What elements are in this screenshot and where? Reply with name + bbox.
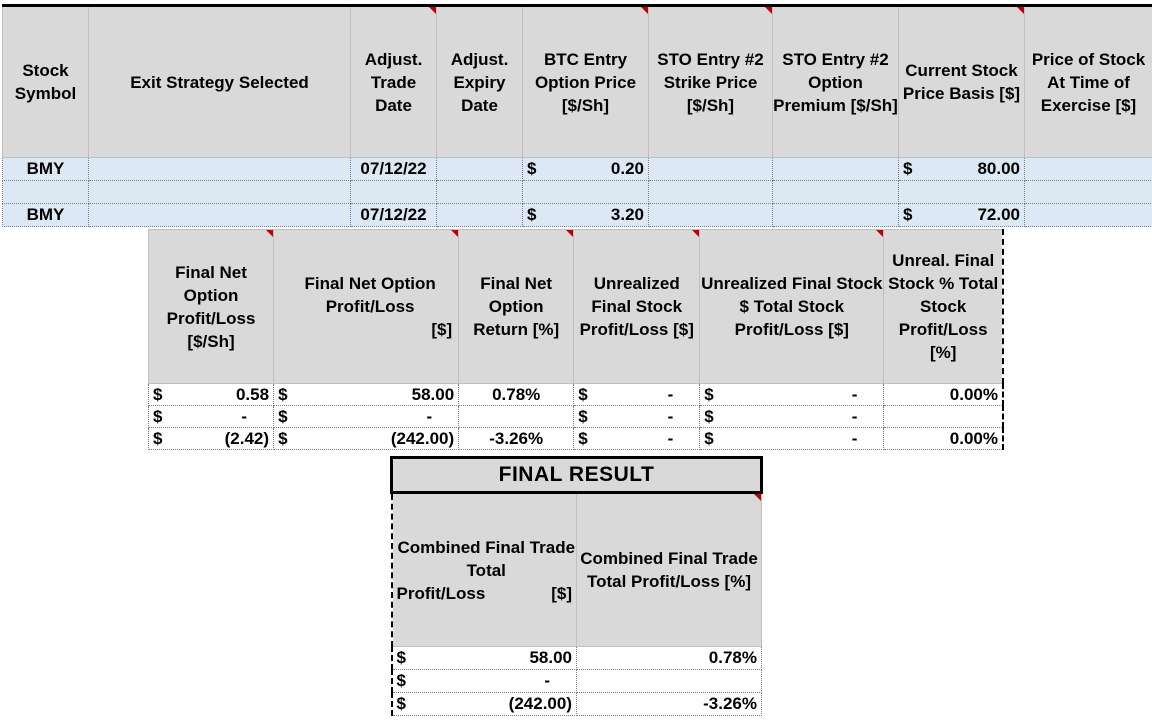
cell-btc-price[interactable]: $3.20	[522, 203, 649, 227]
header-unrealized-stock-pl[interactable]: Unrealized Final Stock Profit/Loss [$]	[573, 229, 701, 384]
header-exercise-price[interactable]: Price of Stock At Time of Exercise [$]	[1024, 5, 1152, 158]
header-net-option-pl[interactable]: Final Net Option Profit/Loss [$]	[273, 229, 460, 384]
comment-marker-icon	[754, 494, 761, 501]
cell-sto-premium[interactable]	[772, 203, 899, 227]
header-unrealized-total-stock-pl[interactable]: Unrealized Final Stock $ Total Stock Pro…	[699, 229, 885, 384]
table-row: BMY 07/12/22 $0.20 $80.00	[2, 157, 1152, 181]
cell-symbol[interactable]: BMY	[2, 157, 89, 181]
cell-trade-date[interactable]	[350, 180, 437, 204]
table-row: $0.58 $58.00 0.78% $ - $ - 0.00%	[147, 383, 1004, 406]
header-btc-entry-price[interactable]: BTC Entry Option Price [$/Sh]	[522, 5, 649, 158]
table-row: $ (242.00) -3.26%	[391, 692, 762, 716]
table-row	[2, 180, 1152, 204]
header-row: Combined Final Trade Total Profit/Loss [$…	[391, 492, 762, 647]
cell-exercise-price[interactable]	[1024, 157, 1152, 181]
cell-unrealized-pct[interactable]	[883, 405, 1004, 428]
comment-marker-icon	[451, 230, 459, 237]
cell-strategy[interactable]	[88, 180, 351, 204]
header-stock-symbol[interactable]: Stock Symbol	[2, 5, 89, 158]
cell-symbol[interactable]	[2, 180, 89, 204]
cell-trade-date[interactable]: 07/12/22	[350, 157, 437, 181]
cell-combined-pl[interactable]: $ -	[391, 669, 577, 693]
cell-pl-per-share[interactable]: $ -	[147, 405, 275, 428]
cell-pl-per-share[interactable]: $ (2.42)	[147, 427, 275, 450]
cell-strategy[interactable]	[88, 203, 351, 227]
comment-marker-icon	[429, 7, 436, 14]
comment-marker-icon	[765, 7, 772, 14]
header-unrealized-pct-stock-pl[interactable]: Unreal. Final Stock % Total Stock Profit…	[883, 229, 1004, 384]
header-row: Stock Symbol Exit Strategy Selected Adju…	[2, 5, 1152, 158]
cell-exercise-price[interactable]	[1024, 203, 1152, 227]
table-row: $ - $ - $ - $ -	[147, 405, 1004, 428]
cell-expiry[interactable]	[436, 157, 523, 181]
cell-symbol[interactable]: BMY	[2, 203, 89, 227]
cell-pl-per-share[interactable]: $0.58	[147, 383, 275, 406]
cell-price-basis[interactable]: $72.00	[898, 203, 1025, 227]
cell-expiry[interactable]	[436, 180, 523, 204]
cell-unrealized-total[interactable]: $ -	[699, 405, 885, 428]
title-row: FINAL RESULT	[390, 456, 763, 494]
cell-combined-pct[interactable]	[576, 669, 762, 693]
table-row: $ (2.42) $ (242.00) -3.26% $ - $ - 0.00%	[147, 427, 1004, 450]
cell-return[interactable]	[458, 405, 575, 428]
table-row: $58.00 0.78%	[391, 646, 762, 670]
cell-trade-date[interactable]: 07/12/22	[350, 203, 437, 227]
cell-btc-price[interactable]	[522, 180, 649, 204]
cell-pl[interactable]: $ (242.00)	[273, 427, 460, 450]
cell-return[interactable]: 0.78%	[458, 383, 575, 406]
table-row: BMY 07/12/22 $3.20 $72.00	[2, 203, 1152, 227]
table-row: $ -	[391, 669, 762, 693]
header-sto-premium[interactable]: STO Entry #2 Option Premium [$/Sh]	[772, 5, 899, 158]
profit-loss-table: Final Net Option Profit/Loss [$/Sh] Fina…	[147, 229, 1004, 450]
header-adjust-trade-date[interactable]: Adjust. Trade Date	[350, 5, 437, 158]
header-net-option-return[interactable]: Final Net Option Return [%]	[458, 229, 575, 384]
final-result-title: FINAL RESULT	[390, 456, 763, 494]
header-exit-strategy[interactable]: Exit Strategy Selected	[88, 5, 351, 158]
cell-combined-pct[interactable]: 0.78%	[576, 646, 762, 670]
cell-unrealized-total[interactable]: $ -	[699, 427, 885, 450]
cell-sto-premium[interactable]	[772, 180, 899, 204]
comment-marker-icon	[641, 7, 648, 14]
cell-exercise-price[interactable]	[1024, 180, 1152, 204]
comment-marker-icon	[692, 230, 700, 237]
cell-unrealized[interactable]: $ -	[573, 383, 701, 406]
cell-price-basis[interactable]: $80.00	[898, 157, 1025, 181]
cell-sto-strike[interactable]	[648, 157, 773, 181]
cell-unrealized-pct[interactable]: 0.00%	[883, 383, 1004, 406]
cell-sto-strike[interactable]	[648, 180, 773, 204]
comment-marker-icon	[566, 230, 574, 237]
cell-return[interactable]: -3.26%	[458, 427, 575, 450]
cell-unrealized-total[interactable]: $ -	[699, 383, 885, 406]
header-combined-pl-pct[interactable]: Combined Final Trade Total Profit/Loss […	[576, 492, 762, 647]
final-result-table: FINAL RESULT Combined Final Trade Total …	[390, 456, 763, 716]
cell-sto-premium[interactable]	[772, 157, 899, 181]
header-current-price-basis[interactable]: Current Stock Price Basis [$]	[898, 5, 1025, 158]
cell-combined-pl[interactable]: $ (242.00)	[391, 692, 577, 716]
header-net-option-pl-per-share[interactable]: Final Net Option Profit/Loss [$/Sh]	[147, 229, 275, 384]
cell-strategy[interactable]	[88, 157, 351, 181]
cell-btc-price[interactable]: $0.20	[522, 157, 649, 181]
cell-combined-pct[interactable]: -3.26%	[576, 692, 762, 716]
header-adjust-expiry-date[interactable]: Adjust. Expiry Date	[436, 5, 523, 158]
cell-sto-strike[interactable]	[648, 203, 773, 227]
comment-marker-icon	[1017, 7, 1024, 14]
header-sto-strike[interactable]: STO Entry #2 Strike Price [$/Sh]	[648, 5, 773, 158]
cell-pl[interactable]: $58.00	[273, 383, 460, 406]
cell-unrealized[interactable]: $ -	[573, 405, 701, 428]
comment-marker-icon	[876, 230, 884, 237]
cell-pl[interactable]: $ -	[273, 405, 460, 428]
cell-expiry[interactable]	[436, 203, 523, 227]
cell-unrealized-pct[interactable]: 0.00%	[883, 427, 1004, 450]
cell-price-basis[interactable]	[898, 180, 1025, 204]
header-row: Final Net Option Profit/Loss [$/Sh] Fina…	[147, 229, 1004, 384]
header-combined-pl[interactable]: Combined Final Trade Total Profit/Loss [$…	[391, 492, 577, 647]
comment-marker-icon	[266, 230, 274, 237]
cell-combined-pl[interactable]: $58.00	[391, 646, 577, 670]
stock-entry-table: Stock Symbol Exit Strategy Selected Adju…	[2, 4, 1152, 227]
cell-unrealized[interactable]: $ -	[573, 427, 701, 450]
